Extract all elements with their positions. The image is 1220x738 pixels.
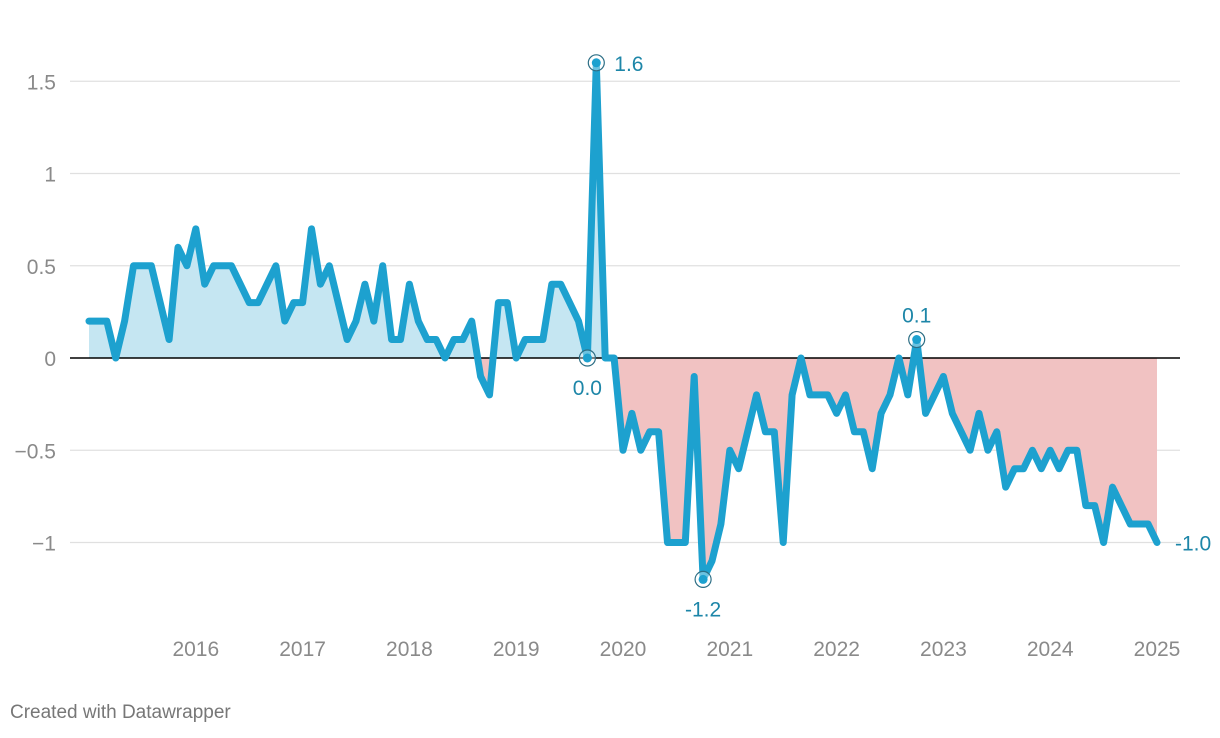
series-line: [85, 59, 1161, 583]
data-label: 0.1: [902, 305, 931, 328]
negative-area: [89, 358, 1157, 580]
y-tick-label: 0.5: [27, 256, 56, 279]
annotation-dot: [698, 574, 708, 584]
annotation-dot: [582, 353, 592, 363]
x-tick-label: 2017: [279, 638, 326, 661]
y-axis-tick-labels: 1.5 1 0.5 0 −0.5 −1: [15, 71, 56, 555]
x-tick-label: 2025: [1134, 638, 1181, 661]
data-label: -1.0: [1175, 533, 1211, 556]
y-tick-label: 1: [44, 164, 56, 187]
data-label: 0.0: [573, 377, 602, 400]
annotation-dot: [912, 335, 922, 345]
x-tick-label: 2021: [706, 638, 753, 661]
x-tick-label: 2023: [920, 638, 967, 661]
x-tick-label: 2020: [600, 638, 647, 661]
data-label: 1.6: [614, 53, 643, 76]
gridlines: [70, 80, 1180, 544]
y-tick-label: 1.5: [27, 71, 56, 94]
y-tick-label: −0.5: [15, 440, 56, 463]
x-tick-label: 2016: [172, 638, 219, 661]
y-tick-label: 0: [44, 348, 56, 371]
area-fills: [89, 62, 1157, 580]
x-tick-label: 2022: [813, 638, 860, 661]
y-tick-label: −1: [32, 533, 56, 556]
x-tick-label: 2018: [386, 638, 433, 661]
line-chart: 0.01.6-1.20.1-1.0 1.510.50−0.5−1 2016 201…: [15, 53, 1212, 661]
x-tick-label: 2019: [493, 638, 540, 661]
series-lines: [85, 59, 1161, 583]
positive-area: [89, 62, 1157, 359]
x-axis-tick-labels: 2016 2017 2018 2019 2020 2021 2022 2023 2024 2025: [172, 638, 1180, 661]
x-tick-label: 2024: [1027, 638, 1074, 661]
credit-text: Created with Datawrapper: [10, 702, 231, 723]
data-annotations: 0.0 1.6 -1.2 0.1 -1.0: [573, 53, 1211, 622]
annotation-dot: [591, 58, 601, 68]
data-label: -1.2: [685, 598, 721, 621]
